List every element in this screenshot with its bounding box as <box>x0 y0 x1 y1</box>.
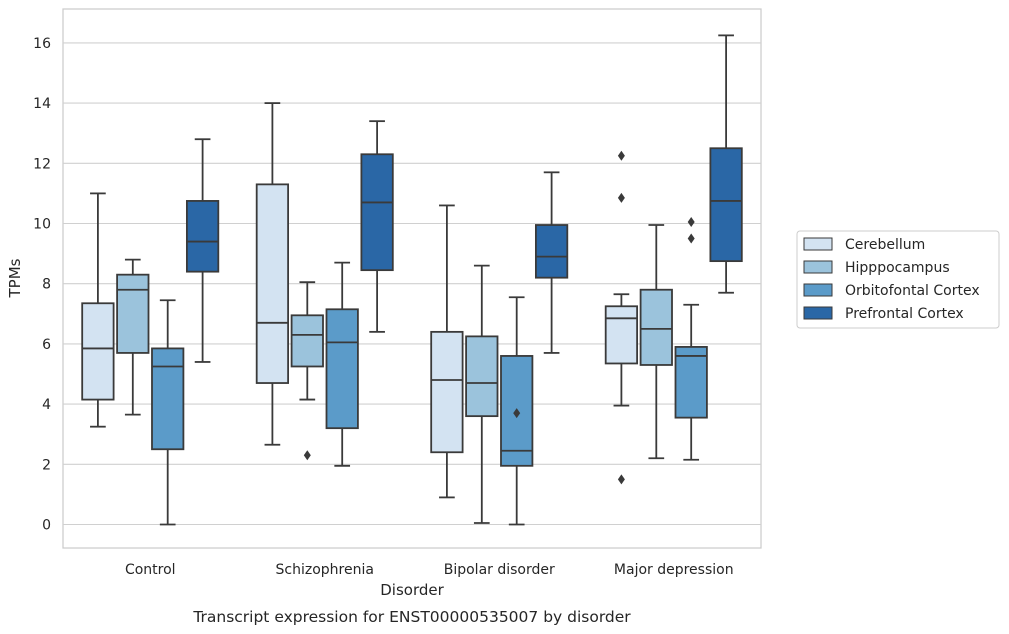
plot-area <box>62 8 762 549</box>
box-2-3 <box>674 216 708 461</box>
box-3-1 <box>360 120 394 333</box>
box-0-3 <box>604 150 639 485</box>
y-axis-label: TPMs <box>6 258 24 298</box>
y-tick-label: 10 <box>33 217 51 233</box>
x-tick-label: Major depression <box>614 562 734 578</box>
box-iqr <box>325 308 359 430</box>
legend-swatch <box>803 260 833 274</box>
y-tick-label: 2 <box>42 457 51 473</box>
box-iqr <box>255 183 290 384</box>
legend-swatch <box>803 283 833 297</box>
box-1-3 <box>639 224 673 460</box>
y-tick-label: 12 <box>33 156 51 172</box>
box-2-1 <box>325 261 359 467</box>
box-iqr <box>604 305 639 365</box>
box-1-0 <box>116 258 150 416</box>
box-iqr <box>360 153 394 272</box>
box-iqr <box>709 147 743 263</box>
box-3-2 <box>534 171 569 354</box>
y-tick-label: 14 <box>33 96 51 112</box>
outlier-point <box>303 450 311 461</box>
box-0-0 <box>81 192 115 428</box>
grid-lines <box>63 42 761 526</box>
legend-swatch <box>803 237 833 251</box>
box-2-2 <box>500 296 534 526</box>
x-tick-labels: Control Schizophrenia Bipolar disorder Majo… <box>125 562 734 578</box>
x-tick-label: Control <box>125 562 176 578</box>
legend-label: Cerebellum <box>845 237 925 253</box>
box-iqr <box>534 224 569 279</box>
y-tick-label: 8 <box>42 277 51 293</box>
chart-caption: Transcript expression for ENST0000053500… <box>192 608 631 626</box>
box-1-2 <box>465 264 499 524</box>
box-iqr <box>185 200 220 273</box>
box-3-3 <box>709 34 743 294</box>
y-tick-label: 0 <box>42 518 51 534</box>
y-tick-labels: 0 2 4 6 8 10 12 14 16 <box>33 36 51 534</box>
box-iqr <box>465 335 499 418</box>
box-iqr <box>151 347 185 451</box>
y-tick-label: 4 <box>42 397 51 413</box>
x-tick-label: Bipolar disorder <box>444 562 555 578</box>
x-tick-label: Schizophrenia <box>276 562 374 578</box>
outlier-point <box>617 192 625 203</box>
legend: Cerebellum Hipppocampus Orbitofontal Corte… <box>796 230 1000 329</box>
box-3-0 <box>185 138 220 363</box>
box-iqr <box>290 314 324 368</box>
outlier-point <box>513 408 521 419</box>
box-1-1 <box>290 281 324 461</box>
box-iqr <box>116 273 150 354</box>
x-axis-label: Disorder <box>380 581 444 599</box>
outlier-point <box>617 150 625 161</box>
box-iqr <box>430 330 464 454</box>
legend-swatch <box>803 306 833 320</box>
box-iqr <box>674 346 708 419</box>
legend-frame <box>796 230 1000 329</box>
box-2-0 <box>151 299 185 526</box>
outlier-point <box>687 216 695 227</box>
y-tick-label: 16 <box>33 36 51 52</box>
outlier-point <box>687 233 695 244</box>
box-0-1 <box>255 102 290 446</box>
box-0-2 <box>430 204 464 499</box>
boxes-layer <box>81 34 743 526</box>
box-iqr <box>81 302 115 401</box>
y-tick-label: 6 <box>42 337 51 353</box>
legend-label: Prefrontal Cortex <box>845 306 964 322</box>
box-iqr <box>639 288 673 366</box>
outlier-point <box>617 474 625 485</box>
legend-label: Orbitofontal Cortex <box>845 283 980 299</box>
legend-label: Hipppocampus <box>845 260 950 276</box>
